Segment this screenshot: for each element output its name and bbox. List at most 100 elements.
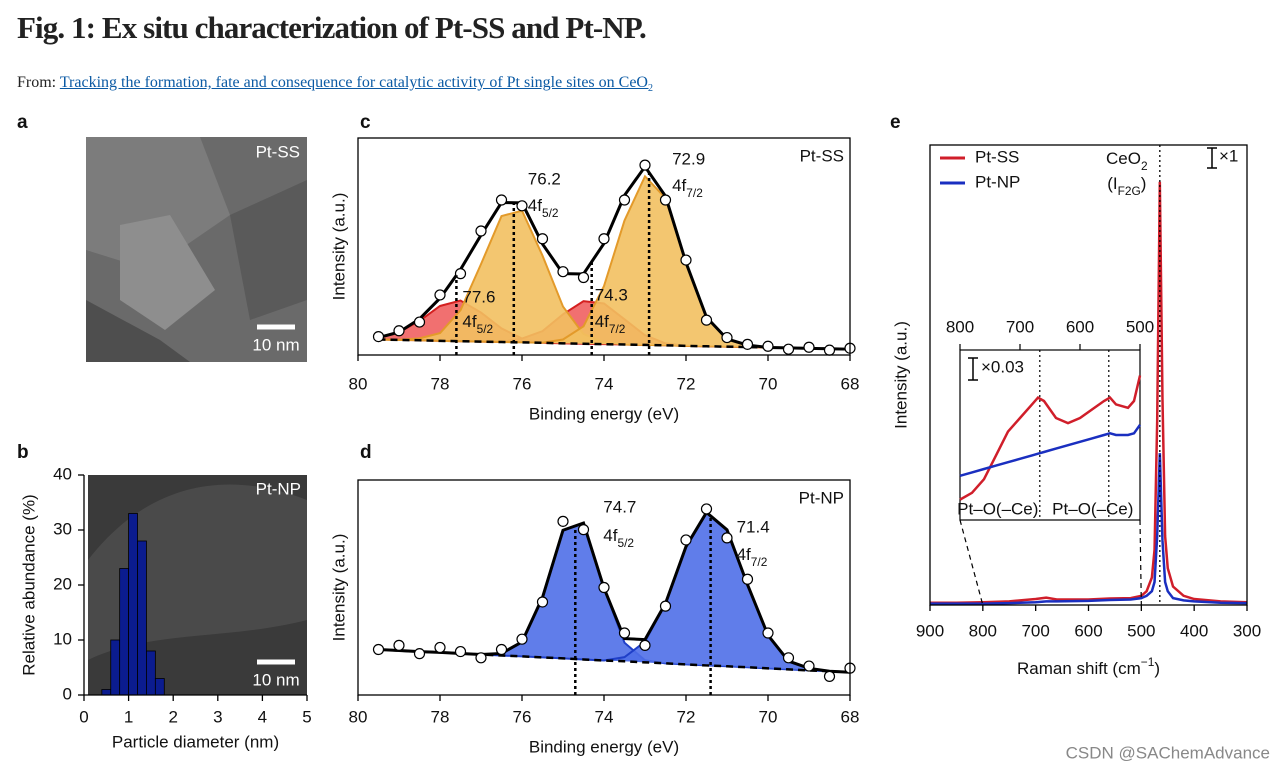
data-point	[557, 515, 569, 527]
x-tick-label: 72	[677, 707, 696, 726]
inset-scale-label: ×0.03	[981, 357, 1024, 376]
legend-label: Pt-SS	[975, 147, 1019, 166]
image-label: Pt-SS	[256, 142, 300, 161]
histogram-bar	[101, 689, 112, 696]
scale-label: ×1	[1219, 146, 1238, 165]
x-tick-label: 68	[841, 707, 860, 726]
data-point	[659, 194, 672, 206]
data-point	[741, 338, 754, 350]
histogram-bar	[146, 650, 156, 696]
x-axis-label: Binding energy (eV)	[529, 737, 679, 756]
data-point	[823, 344, 836, 356]
data-point	[762, 340, 774, 352]
inset-line	[959, 424, 1142, 478]
x-tick-label: 80	[349, 707, 368, 726]
inset-marker-label: Pt–O(–Ce)	[1052, 499, 1133, 518]
panel-letter: c	[360, 112, 371, 133]
watermark: CSDN @SAChemAdvance	[1066, 743, 1270, 762]
figure-title: Fig. 1: Ex situ characterization of Pt-S…	[17, 10, 647, 45]
data-point	[557, 266, 569, 278]
y-axis-label: Relative abundance (%)	[19, 494, 38, 675]
peak-position: 72.9	[672, 149, 705, 168]
orbital-subscript: 5/2	[542, 206, 559, 220]
data-point	[393, 639, 405, 651]
x-tick-label: 68	[841, 374, 860, 393]
panel-letter: d	[360, 442, 372, 463]
x-tick-label: 72	[677, 374, 696, 393]
data-point	[618, 627, 631, 639]
data-point	[721, 331, 733, 344]
x-tick-label: 0	[79, 707, 88, 726]
inset-connector	[959, 519, 984, 606]
source-line: From: Tracking the formation, fate and c…	[17, 74, 653, 94]
data-point	[577, 271, 590, 284]
peak-orbital: 4f5/2	[528, 196, 559, 220]
data-point	[680, 254, 692, 266]
x-tick-label: 2	[168, 707, 177, 726]
x-tick-label: 70	[759, 374, 778, 393]
peak-label-part: CeO	[1106, 149, 1141, 168]
peak-position: 74.7	[603, 497, 636, 516]
data-point	[803, 660, 815, 672]
scale-bar-label: 10 nm	[252, 670, 299, 689]
sample-label: Pt-SS	[800, 146, 844, 165]
legend-label: Pt-NP	[975, 172, 1020, 191]
data-point	[721, 532, 733, 544]
x-tick-label: 70	[759, 707, 778, 726]
link-text: Tracking the formation, fate and consequ…	[59, 74, 648, 91]
x-tick-label: 74	[595, 707, 614, 726]
y-tick-label: 30	[53, 519, 72, 538]
orbital: 4f	[737, 545, 751, 564]
peak-orbital: 4f7/2	[737, 545, 768, 569]
data-point	[598, 233, 610, 245]
x-axis-label: Raman shift (cm−1)	[1017, 655, 1160, 678]
data-point	[516, 633, 528, 645]
panel-letter: e	[890, 112, 901, 133]
data-point	[598, 581, 610, 594]
x-tick-label: 4	[258, 707, 267, 726]
x-tick-label: 3	[213, 707, 222, 726]
orbital: 4f	[595, 312, 609, 331]
orbital: 4f	[462, 312, 476, 331]
data-point	[454, 645, 467, 658]
inset-x-tick-label: 600	[1066, 317, 1094, 336]
micrograph-grain	[230, 180, 307, 320]
micrograph-grain	[86, 300, 190, 362]
y-axis-label: Intensity (a.u.)	[329, 193, 348, 301]
data-point	[782, 343, 795, 355]
data-point	[475, 652, 487, 664]
data-point	[803, 341, 815, 353]
peak-label-part: (I	[1107, 174, 1117, 193]
inset-connector	[1139, 519, 1142, 606]
peak-position: 74.3	[595, 285, 628, 304]
data-point	[495, 194, 508, 206]
x-axis-label-part: −1	[1141, 655, 1155, 669]
x-tick-label: 600	[1074, 621, 1102, 640]
source-link[interactable]: Tracking the formation, fate and consequ…	[59, 74, 653, 94]
histogram-bar	[110, 639, 121, 696]
y-tick-label: 20	[53, 574, 72, 593]
x-tick-label: 80	[349, 374, 368, 393]
data-point	[434, 641, 446, 654]
x-tick-label: 76	[513, 374, 532, 393]
peak-orbital: 4f7/2	[595, 312, 626, 336]
inset-x-tick-label: 500	[1126, 317, 1154, 336]
image-label: Pt-NP	[256, 479, 301, 498]
data-point	[536, 596, 549, 608]
data-point	[618, 194, 631, 206]
data-point	[700, 314, 713, 326]
data-point	[413, 648, 426, 660]
data-point	[516, 200, 528, 212]
scale-bar-label: 10 nm	[252, 335, 299, 354]
data-point	[495, 643, 508, 656]
peak-orbital: 4f5/2	[462, 312, 493, 336]
x-axis-label-part: Raman shift (cm	[1017, 659, 1141, 678]
peak-position: 76.2	[528, 169, 561, 188]
fit-component	[378, 210, 850, 350]
orbital-subscript: 5/2	[617, 536, 634, 550]
x-axis-label: Particle diameter (nm)	[112, 732, 279, 751]
y-tick-label: 10	[53, 629, 72, 648]
histogram-bar	[119, 568, 130, 696]
